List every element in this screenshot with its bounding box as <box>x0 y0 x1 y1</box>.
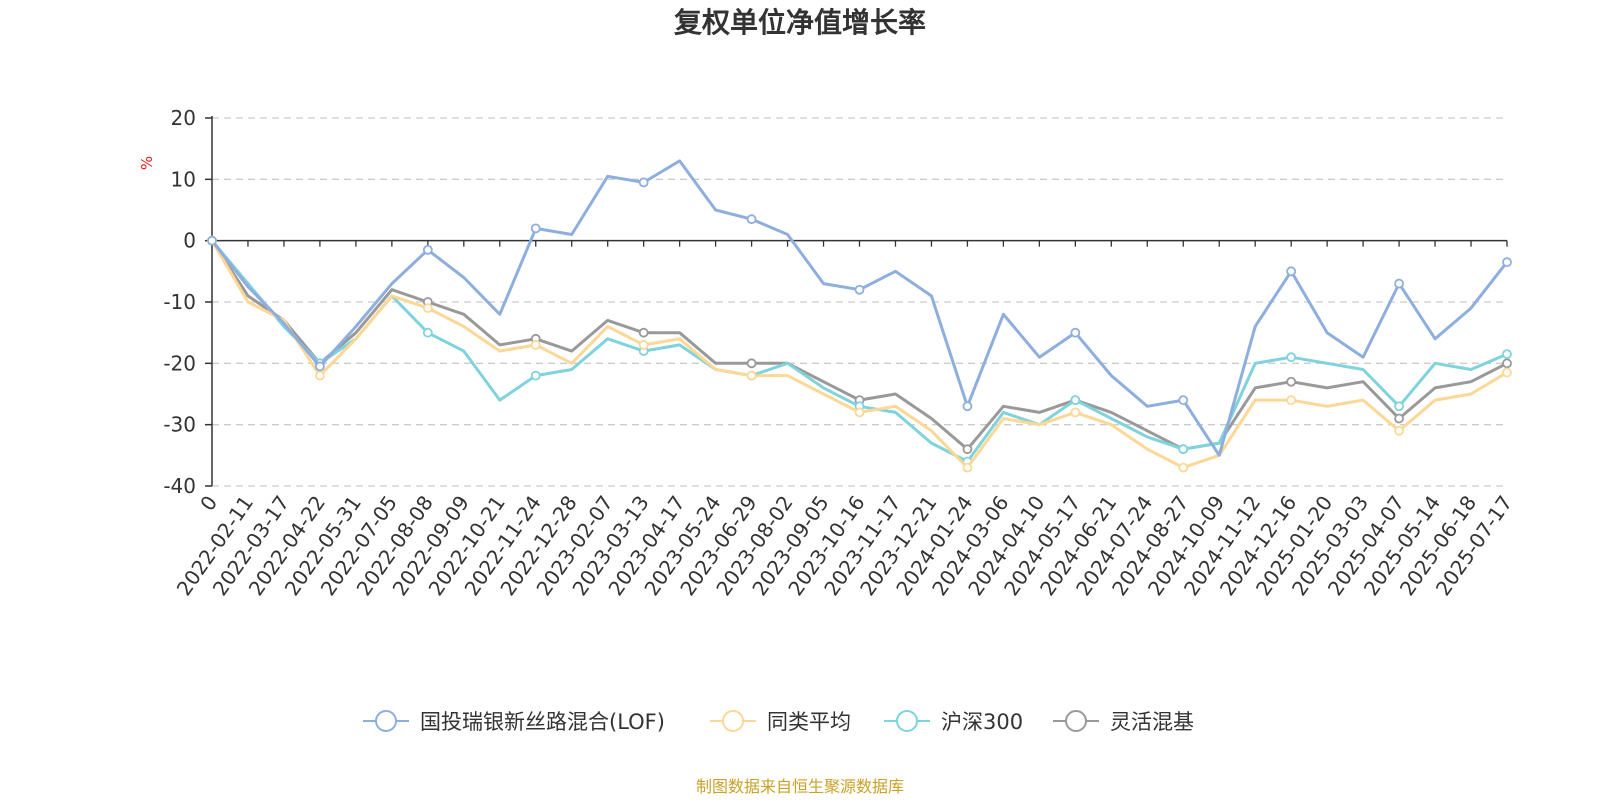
data-point <box>1502 257 1512 268</box>
data-point <box>422 327 433 338</box>
y-tick-label: 0 <box>183 229 196 253</box>
data-point <box>530 223 541 234</box>
x-tick-labels: 02022-02-112022-03-172022-04-222022-05-3… <box>172 491 1517 600</box>
data-point <box>1394 413 1404 424</box>
data-point <box>422 244 433 255</box>
data-point <box>1070 327 1081 338</box>
data-point <box>1502 367 1512 378</box>
chart-title: 复权单位净值增长率 <box>674 6 926 39</box>
data-point <box>1286 266 1297 277</box>
data-point <box>1394 401 1404 412</box>
data-point <box>1178 444 1189 455</box>
legend-item-0[interactable]: 国投瑞银新丝路混合(LOF) <box>363 710 665 734</box>
legend-item-1[interactable]: 同类平均 <box>710 710 851 734</box>
data-point <box>315 370 325 381</box>
data-point <box>1070 395 1081 406</box>
series-line <box>210 239 1509 470</box>
data-point <box>207 235 217 246</box>
data-point <box>422 303 433 314</box>
data-point <box>1394 278 1404 289</box>
y-tick-label: -20 <box>163 351 196 375</box>
y-tick-label: -40 <box>163 474 196 498</box>
y-tick-label: 10 <box>171 167 196 191</box>
data-point <box>638 177 649 188</box>
data-point <box>854 284 865 295</box>
legend-label: 同类平均 <box>767 710 851 734</box>
legend-label: 沪深300 <box>941 710 1023 734</box>
legend[interactable]: 国投瑞银新丝路混合(LOF) 同类平均 沪深300 灵活混基 <box>363 710 1194 734</box>
legend-label: 灵活混基 <box>1110 710 1194 734</box>
data-source-footer: 制图数据来自恒生聚源数据库 <box>696 777 904 796</box>
legend-item-2[interactable]: 沪深300 <box>884 710 1023 734</box>
data-point <box>1502 358 1512 369</box>
data-point <box>1286 395 1297 406</box>
data-point <box>962 462 973 473</box>
series-3 <box>207 235 1512 455</box>
y-tick-label: -30 <box>163 413 196 437</box>
data-point <box>746 358 757 369</box>
axes <box>205 116 1508 487</box>
series-line <box>210 239 1509 463</box>
data-point <box>962 401 973 412</box>
data-point <box>1070 407 1081 418</box>
data-point <box>530 340 541 350</box>
data-point <box>1178 395 1189 406</box>
legend-marker <box>896 710 918 732</box>
data-point <box>638 340 649 350</box>
x-tick-label: 0 <box>195 491 222 515</box>
data-point <box>746 214 757 225</box>
legend-marker <box>722 710 744 732</box>
data-point <box>962 444 973 455</box>
legend-label: 国投瑞银新丝路混合(LOF) <box>420 710 665 734</box>
data-point <box>315 361 325 372</box>
data-point <box>1502 349 1512 360</box>
y-tick-label: -10 <box>163 290 196 314</box>
data-point <box>530 370 541 381</box>
legend-marker <box>1065 710 1087 732</box>
data-point <box>854 407 865 418</box>
series-lines <box>207 159 1512 473</box>
data-point <box>638 327 649 338</box>
y-axis-unit: % <box>138 156 156 170</box>
series-1 <box>207 235 1512 473</box>
y-tick-labels: 20 10 0 -10 -20 -30 -40 <box>163 106 196 498</box>
data-point <box>746 370 757 381</box>
series-0 <box>207 159 1512 457</box>
data-point <box>1286 352 1297 363</box>
legend-item-3[interactable]: 灵活混基 <box>1053 710 1194 734</box>
y-tick-label: 20 <box>171 106 196 130</box>
legend-marker <box>375 710 397 732</box>
data-point <box>1286 376 1297 387</box>
data-point <box>1178 462 1189 473</box>
data-point <box>1394 425 1404 436</box>
